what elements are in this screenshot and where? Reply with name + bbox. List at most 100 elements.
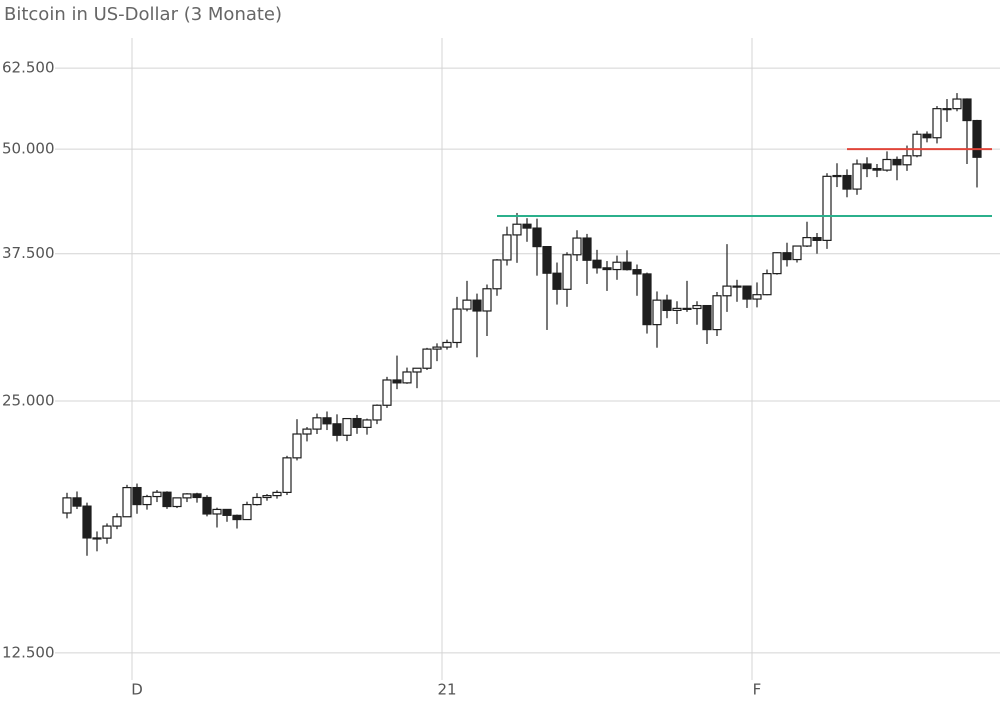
candle-body (902, 155, 912, 166)
candle-body (882, 158, 892, 171)
candle-body (722, 285, 732, 297)
candle-body (462, 299, 472, 310)
candle-body (672, 307, 682, 312)
candle-body (62, 497, 72, 514)
candle-body (252, 496, 262, 506)
candle-body (132, 486, 142, 506)
candle-body (242, 503, 252, 521)
candle-body (502, 234, 512, 261)
candle-body (332, 423, 342, 436)
candle-body (592, 259, 602, 269)
chart-title: Bitcoin in US-Dollar (3 Monate) (4, 4, 282, 25)
candle-body (402, 371, 412, 384)
candle-body (742, 285, 752, 300)
candle-body (642, 273, 652, 326)
y-tick-label: 62.500 (2, 59, 55, 77)
candle-body (532, 227, 542, 248)
candle-body (282, 457, 292, 494)
candle-body (372, 404, 382, 421)
candle-body (312, 417, 322, 430)
y-tick-label: 25.000 (2, 392, 55, 410)
candle-body (232, 514, 242, 521)
candle-body (922, 133, 932, 139)
candle-body (872, 167, 882, 171)
candle-body (72, 497, 82, 507)
candle-body (442, 341, 452, 348)
candle-body (352, 417, 362, 428)
candle-body (632, 269, 642, 275)
candle-body (962, 98, 972, 122)
candle-body (362, 419, 372, 428)
candle-body (572, 237, 582, 256)
candle-body (192, 493, 202, 499)
candle-body (892, 158, 902, 166)
candle-body (392, 379, 402, 384)
candle-body (762, 273, 772, 296)
candle-body (512, 223, 522, 236)
candle-body (792, 245, 802, 261)
candle-body (82, 505, 92, 539)
candle-body (472, 299, 482, 312)
candle-body (222, 508, 232, 516)
candle-body (552, 272, 562, 290)
y-tick-label: 37.500 (2, 244, 55, 262)
candle-body (772, 252, 782, 275)
candle-body (972, 119, 982, 158)
candle-body (802, 236, 812, 247)
candle-body (272, 491, 282, 497)
candle-body (582, 237, 592, 261)
candle-body (412, 367, 422, 373)
candle-body (752, 294, 762, 300)
candle-body (422, 348, 432, 369)
x-tick-label: F (753, 681, 762, 699)
candle-body (292, 433, 302, 459)
candle-body (822, 175, 832, 241)
candle-body (542, 246, 552, 274)
candle-body (952, 98, 962, 110)
candle-body (122, 486, 132, 518)
candle-body (732, 285, 742, 288)
candle-body (302, 428, 312, 435)
x-tick-label: 21 (437, 681, 456, 699)
y-tick-label: 50.000 (2, 140, 55, 158)
candle-body (662, 299, 672, 312)
candle-body (452, 308, 462, 344)
candle-body (562, 254, 572, 290)
candle-body (622, 261, 632, 271)
candle-body (262, 494, 272, 499)
candle-body (482, 288, 492, 312)
candle-body (322, 417, 332, 425)
candle-body (92, 537, 102, 540)
candle-body (682, 307, 692, 310)
candle-body (812, 236, 822, 241)
candle-body (712, 295, 722, 331)
candle-body (162, 491, 172, 508)
candle-body (202, 496, 212, 515)
candle-body (932, 108, 942, 139)
candle-body (652, 299, 662, 326)
candle-body (692, 304, 702, 310)
candle-body (842, 174, 852, 190)
candle-body (942, 108, 952, 111)
candle-body (182, 493, 192, 499)
candle-body (102, 525, 112, 539)
candle-body (152, 491, 162, 498)
candle-body (172, 497, 182, 508)
candle-body (212, 508, 222, 515)
candle-body (492, 259, 502, 290)
candle-body (432, 346, 442, 350)
y-tick-label: 12.500 (2, 643, 55, 661)
candle-body (912, 133, 922, 157)
candle-body (602, 267, 612, 271)
candle-body (522, 223, 532, 229)
candle-body (852, 163, 862, 190)
candle-body (612, 261, 622, 271)
candle-body (832, 174, 842, 178)
candle-body (342, 417, 352, 436)
candle-body (112, 516, 122, 527)
candle-body (702, 304, 712, 331)
candle-body (382, 379, 392, 406)
candle-body (142, 495, 152, 506)
